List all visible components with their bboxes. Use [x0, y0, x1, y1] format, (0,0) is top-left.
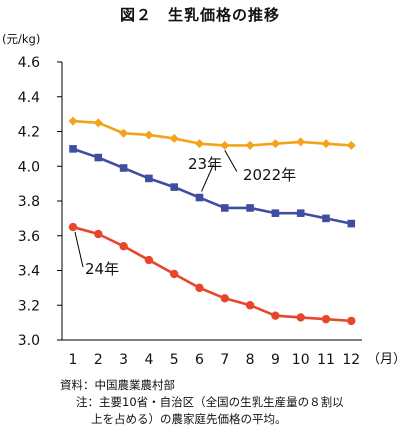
- x-tick-label: 7: [220, 352, 229, 368]
- axes-group: [61, 62, 362, 341]
- data-point-circle: [94, 229, 103, 239]
- data-point-square: [347, 219, 356, 228]
- line-chart: 3.03.23.43.63.84.04.24.44.6 1 2 3 4 5 6 7 8 9 10 1…: [18, 55, 400, 368]
- y-tick-label: 4.4: [18, 90, 40, 106]
- y-tick-label: 3.2: [18, 298, 40, 314]
- data-point-square: [246, 204, 254, 212]
- y-tick-label: 3.0: [18, 333, 40, 349]
- y-tick-label: 3.8: [18, 194, 40, 210]
- data-point-circle: [195, 283, 204, 293]
- data-point-diamond: [68, 116, 78, 126]
- series-line: [72, 119, 352, 147]
- data-point-circle: [170, 269, 179, 279]
- data-point-diamond: [245, 140, 255, 150]
- data-point-square: [170, 183, 178, 191]
- y-tick-label: 4.2: [18, 125, 40, 141]
- note-text: 注：主要10省・自治区（全国の生乳生産量の８割以 上を占める）の農家庭先価格の平…: [76, 394, 396, 428]
- data-point-diamond: [220, 140, 230, 150]
- data-point-square: [94, 153, 103, 162]
- x-tick-label: 9: [271, 352, 280, 368]
- data-point-diamond: [346, 140, 356, 150]
- series-line: [72, 225, 352, 323]
- x-tick-label: 10: [292, 352, 310, 368]
- y-tick-label: 3.6: [18, 229, 40, 245]
- data-point-circle: [68, 222, 78, 232]
- chart-title: 図２ 生乳価格の推移: [119, 6, 280, 24]
- x-tick-label: 1: [69, 352, 78, 368]
- series-label: 23年: [188, 155, 222, 173]
- series-group: [68, 116, 356, 326]
- data-point-square: [145, 174, 153, 183]
- y-ticks-group: 3.0 3.2 3.4 3.6 3.8 4.0 4.2 4.4 4.6: [18, 55, 62, 349]
- data-point-square: [195, 193, 204, 202]
- series-label: 2022年: [243, 166, 296, 184]
- data-point-circle: [144, 255, 154, 265]
- y-axis-unit: (元/kg): [2, 32, 41, 46]
- data-point-diamond: [270, 139, 280, 149]
- data-point-circle: [220, 294, 229, 303]
- data-point-square: [119, 164, 128, 172]
- x-tick-label: 3: [119, 352, 128, 368]
- data-point-diamond: [321, 139, 331, 149]
- note-line-2: 上を占める）の農家庭先価格の平均。: [91, 412, 287, 426]
- data-point-diamond: [169, 133, 179, 143]
- callout-leader-line: [224, 150, 238, 172]
- x-tick-label: 8: [246, 352, 255, 368]
- data-point-circle: [296, 313, 305, 322]
- y-tick-label: 4.6: [18, 55, 40, 71]
- x-axis-unit: （月）: [367, 352, 400, 367]
- x-tick-label: 2: [94, 352, 103, 368]
- data-point-diamond: [144, 130, 154, 140]
- x-tick-label: 12: [342, 352, 360, 368]
- data-point-diamond: [195, 139, 204, 149]
- data-point-diamond: [119, 128, 129, 138]
- data-point-square: [221, 204, 229, 212]
- data-point-circle: [347, 316, 356, 326]
- data-point-square: [296, 209, 305, 217]
- data-point-square: [271, 209, 280, 217]
- x-tick-label: 5: [170, 352, 179, 368]
- callout-leader-line: [74, 231, 84, 268]
- x-tick-label: 11: [317, 352, 335, 368]
- series-label: 24年: [85, 260, 119, 278]
- x-tick-label: 6: [195, 352, 204, 368]
- data-point-diamond: [296, 137, 306, 147]
- callouts-group: 23年 2022年 24年: [74, 150, 296, 278]
- data-point-circle: [271, 311, 280, 320]
- series-line: [72, 147, 352, 225]
- data-point-circle: [321, 314, 331, 324]
- data-point-square: [69, 145, 77, 153]
- callout-leader-line: [201, 164, 214, 192]
- data-point-square: [322, 214, 330, 223]
- y-tick-label: 4.0: [18, 159, 40, 175]
- data-point-circle: [119, 241, 128, 251]
- note-line-1: 注：主要10省・自治区（全国の生乳生産量の８割以: [76, 395, 344, 409]
- x-tick-label: 4: [144, 352, 153, 368]
- data-point-circle: [245, 301, 255, 310]
- y-tick-label: 3.4: [18, 264, 40, 280]
- source-text: 資料：中国農業農村部: [60, 378, 175, 392]
- data-point-diamond: [93, 118, 103, 128]
